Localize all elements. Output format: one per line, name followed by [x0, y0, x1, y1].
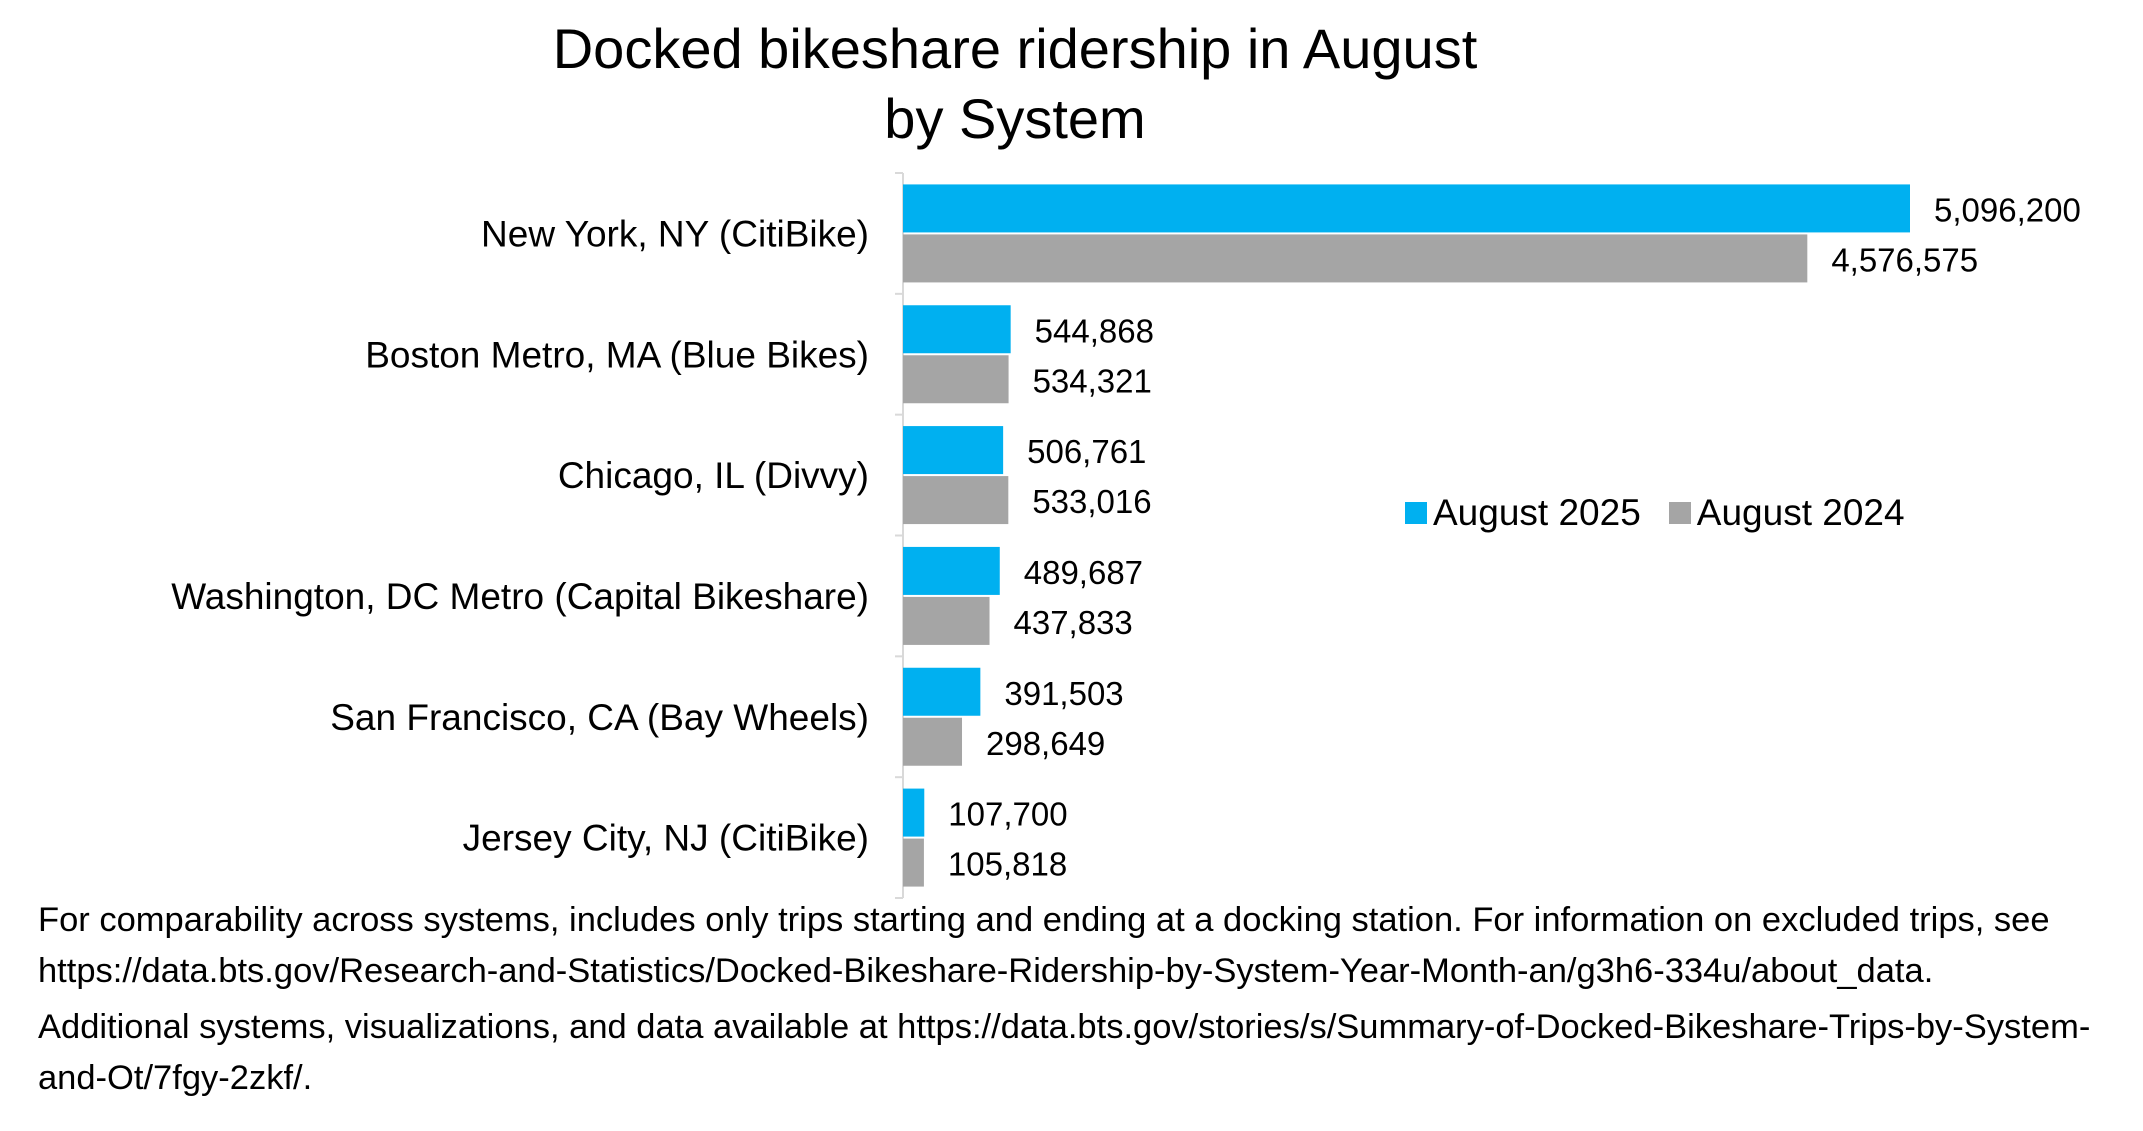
chart-title-line-2: by System: [884, 87, 1146, 150]
bar: [903, 305, 1011, 354]
legend-label: August 2025: [1433, 492, 1641, 533]
data-label: 544,868: [1035, 312, 1154, 349]
chart-title-line-1: Docked bikeshare ridership in August: [552, 17, 1478, 80]
category-labels: New York, NY (CitiBike) Boston Metro, MA …: [171, 213, 869, 858]
category-label: San Francisco, CA (Bay Wheels): [330, 697, 869, 738]
legend-swatch-august-2024: [1668, 502, 1691, 524]
category-label: Chicago, IL (Divvy): [558, 455, 869, 496]
bar: [903, 426, 1004, 475]
bar-chart: 5,096,200 4,576,575 544,868 534,321 506,761 5…: [171, 172, 2081, 899]
bar: [903, 184, 1910, 233]
footnote-comparability: For comparability across systems, includ…: [38, 901, 2050, 990]
category-label: Boston Metro, MA (Blue Bikes): [365, 334, 869, 375]
bar: [903, 476, 1009, 525]
bar: [903, 788, 925, 837]
bar: [903, 234, 1808, 283]
category-label: New York, NY (CitiBike): [481, 213, 869, 254]
data-label: 105,818: [948, 846, 1067, 883]
data-label: 489,687: [1024, 554, 1143, 591]
category-axis: [895, 172, 904, 899]
legend-item-august-2025: August 2025: [1405, 492, 1641, 534]
bar: [903, 667, 981, 716]
bar: [903, 546, 1000, 595]
legend: August 2025 August 2024: [1405, 492, 1933, 534]
bar: [903, 355, 1009, 404]
legend-swatch-august-2025: [1405, 502, 1427, 524]
data-labels: 5,096,200 4,576,575 544,868 534,321 506,761 5…: [948, 191, 2081, 882]
data-label: 4,576,575: [1831, 241, 1978, 278]
chart-title: Docked bikeshare ridership in August by …: [0, 14, 2030, 154]
bar: [903, 717, 963, 766]
data-label: 298,649: [986, 725, 1105, 762]
bar: [903, 838, 924, 887]
data-label: 534,321: [1033, 362, 1152, 399]
data-label: 506,761: [1027, 433, 1146, 470]
bars: [903, 184, 1910, 887]
data-label: 107,700: [948, 796, 1067, 833]
legend-label: August 2024: [1696, 492, 1905, 533]
footnotes: For comparability across systems, includ…: [38, 895, 2138, 1109]
legend-item-august-2024: August 2024: [1668, 492, 1905, 534]
category-label: Jersey City, NJ (CitiBike): [463, 818, 869, 859]
data-label: 5,096,200: [1934, 191, 2081, 228]
data-label: 437,833: [1014, 604, 1133, 641]
data-label: 533,016: [1032, 483, 1151, 520]
footnote-additional-systems: Additional systems, visualizations, and …: [38, 1008, 2091, 1097]
category-label: Washington, DC Metro (Capital Bikeshare): [171, 576, 869, 617]
data-label: 391,503: [1004, 675, 1123, 712]
bar: [903, 596, 990, 645]
